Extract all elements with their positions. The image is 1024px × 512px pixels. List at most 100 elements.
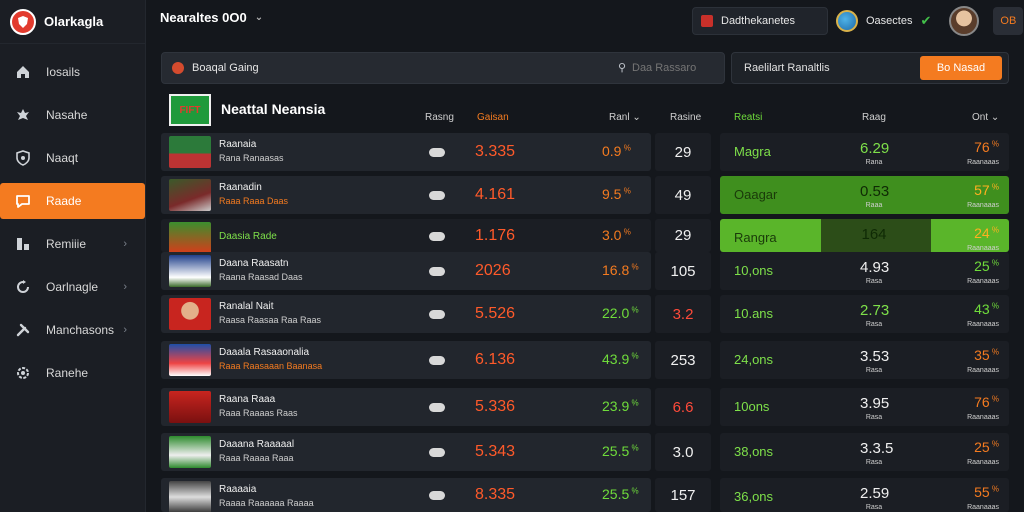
row-count: 3.0	[655, 433, 711, 471]
odds-value-sub: Rasa	[865, 367, 883, 374]
odds-value-sub: Rasa	[865, 414, 883, 421]
row-value-2-text: 25.5	[602, 486, 630, 502]
avatar[interactable]	[949, 6, 980, 36]
odds-number-sub: Raanaaas	[967, 504, 999, 511]
league-logo: FIFT	[169, 94, 211, 126]
table-row[interactable]: Raana Raaa Raaa Raaaas Raas 5.336 23.9 %	[161, 388, 651, 426]
column-header-rasine[interactable]: Rasine	[670, 112, 702, 123]
sidebar-item-grid[interactable]: Remiiie ›	[0, 226, 145, 262]
chevron-right-icon: ›	[123, 238, 127, 250]
odds-row[interactable]: 24,ons 3.53 Rasa 35 % Raanaaas	[720, 341, 1009, 379]
odds-row[interactable]: 10ons 3.95 Rasa 76 % Raanaaas	[720, 388, 1009, 426]
search-bar[interactable]: Boaqal Gaing ⚲	[161, 52, 725, 84]
column-header-ont[interactable]: Ont ⌄	[972, 112, 1000, 123]
row-value-1: 8.335	[475, 486, 516, 503]
odds-number-text: 24	[974, 225, 990, 241]
toggle-pill[interactable]	[429, 148, 445, 157]
odds-number-text: 25	[974, 258, 990, 274]
toggle-pill[interactable]	[429, 448, 445, 457]
odds-row[interactable]: Magra 6.29 Rana 76 % Raanaaas	[720, 133, 1009, 171]
odds-row[interactable]: Rangra 164 24 % Raanaaas	[720, 219, 1009, 252]
odds-number-text: 76	[974, 394, 990, 410]
odds-row[interactable]: 10,ons 4.93 Rasa 25 % Raanaaas	[720, 252, 1009, 290]
brand[interactable]: Olarkagla	[0, 0, 145, 44]
row-name: Daana Raasatn	[219, 258, 289, 269]
toggle-pill[interactable]	[429, 310, 445, 319]
table-row[interactable]: Ranalal Nait Raasa Raasaa Raa Raas 5.526 22…	[161, 295, 651, 333]
sidebar-item-shield[interactable]: Naaqt	[0, 140, 145, 176]
user-area: Oasectes ✔ OB	[836, 6, 1024, 36]
toggle-pill[interactable]	[429, 267, 445, 276]
sidebar-item-refresh[interactable]: Oarlnagle ›	[0, 269, 145, 305]
row-sub: Raaa Raaaas Raas	[219, 408, 298, 418]
sidebar-item-label: Nasahe	[46, 108, 88, 122]
row-value-2: 3.0 %	[602, 227, 631, 243]
row-sub: Raaa Raaaa Raaa	[219, 453, 294, 463]
globe-icon[interactable]	[836, 10, 858, 32]
odds-row[interactable]: 10.ans 2.73 Rasa 43 % Raanaaas	[720, 295, 1009, 333]
refresh-icon	[14, 278, 32, 296]
table-row[interactable]: Daasia Rade 1.176 3.0 %	[161, 219, 651, 254]
brand-name: Olarkagla	[44, 14, 104, 29]
table-row[interactable]: Daaala Rasaaonalia Raaa Raasaaan Baanasa 6…	[161, 341, 651, 379]
odds-number-sub: Raanaaas	[967, 367, 999, 374]
odds-number-sub: Raanaaas	[967, 159, 999, 166]
column-header-ranl[interactable]: Ranl ⌄	[609, 112, 641, 123]
sidebar-item-label: Naaqt	[46, 151, 79, 165]
row-count: 49	[655, 176, 711, 214]
odds-label: Rangra	[734, 230, 777, 245]
row-name: Daasia Rade	[219, 231, 277, 242]
column-header-rasng[interactable]: Rasng	[425, 112, 454, 123]
filter-box: Raelilart Ranaltlis Bo Nasad	[731, 52, 1009, 84]
table-header: FIFT Neattal Neansia Rasng Gaisan Ranl ⌄…	[161, 92, 1009, 128]
table-row[interactable]: Raaaaia Raaaa Raaaaaa Raaaa 8.335 25.5 %	[161, 478, 651, 512]
sidebar-item-chat[interactable]: Raade	[0, 183, 145, 219]
odds-label: Oaagar	[734, 187, 778, 202]
table-row[interactable]: Raanadin Raaa Raaa Daas 4.161 9.5 %	[161, 176, 651, 214]
player-thumbnail	[169, 436, 211, 468]
sidebar-item-leaf[interactable]: Nasahe	[0, 97, 145, 133]
table-row[interactable]: Raanaia Rana Ranaasas 3.335 0.9 %	[161, 133, 651, 171]
odds-value: 4.93	[860, 259, 890, 276]
shield-icon	[14, 149, 32, 167]
league-selector[interactable]: Dadthekanetes	[692, 7, 828, 35]
row-sub: Raaa Raaa Daas	[219, 196, 289, 206]
sidebar-item-home[interactable]: Iosails	[0, 54, 145, 90]
user-name[interactable]: Oasectes	[866, 15, 913, 27]
odds-label: 24,ons	[734, 352, 774, 367]
odds-row[interactable]: 36,ons 2.59 Rasa 55 % Raanaaas	[720, 478, 1009, 512]
toggle-pill[interactable]	[429, 191, 445, 200]
column-header-gaisan[interactable]: Gaisan	[477, 112, 509, 123]
column-header-raag[interactable]: Raag	[862, 112, 886, 123]
page-title: Nearaltes 0O0	[160, 10, 247, 25]
chevron-right-icon: ›	[123, 281, 127, 293]
sidebar-item-gear[interactable]: Ranehe	[0, 355, 145, 391]
home-icon	[14, 63, 32, 81]
odds-value-sub: Rasa	[865, 321, 883, 328]
row-count: 29	[655, 133, 711, 171]
odds-number: 55 %	[974, 484, 999, 500]
row-value-2: 23.9 %	[602, 398, 639, 414]
user-menu-button[interactable]: OB	[993, 7, 1024, 35]
odds-value-sub: Raaa	[865, 202, 883, 209]
odds-value: 0.53	[860, 183, 890, 200]
verified-check-icon: ✔	[920, 13, 932, 28]
table-row[interactable]: Daaana Raaaaal Raaa Raaaa Raaa 5.343 25.5 %	[161, 433, 651, 471]
page-title-selector[interactable]: Nearaltes 0O0 ⌄	[160, 10, 263, 25]
filter-button[interactable]: Bo Nasad	[920, 56, 1002, 80]
row-name: Raaaaia	[219, 484, 257, 495]
odds-row[interactable]: 38,ons 3.3.5 Rasa 25 % Raanaaas	[720, 433, 1009, 471]
row-name: Ranalal Nait	[219, 301, 274, 312]
odds-row[interactable]: Oaagar 0.53 Raaa 57 % Raanaaas	[720, 176, 1009, 214]
toggle-pill[interactable]	[429, 356, 445, 365]
row-value-2: 9.5 %	[602, 186, 631, 202]
search-input[interactable]	[632, 61, 712, 74]
toggle-pill[interactable]	[429, 403, 445, 412]
toggle-pill[interactable]	[429, 232, 445, 241]
table-row[interactable]: Daana Raasatn Raana Raasad Daas 2026 16.8 %	[161, 252, 651, 290]
column-header-reatsi[interactable]: Reatsi	[734, 112, 763, 123]
filter-label: Raelilart Ranaltlis	[744, 62, 830, 74]
sidebar-item-tools[interactable]: Manchasons ›	[0, 312, 145, 348]
toggle-pill[interactable]	[429, 491, 445, 500]
